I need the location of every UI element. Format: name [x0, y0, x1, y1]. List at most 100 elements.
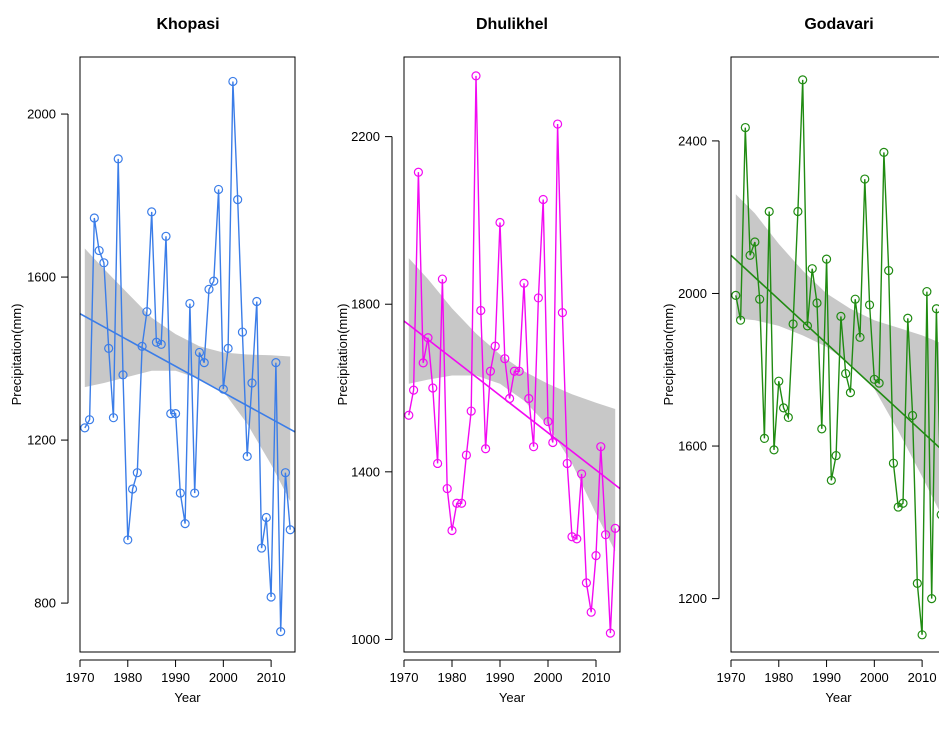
godavari-data-point	[836, 311, 846, 321]
godavari-data-point	[845, 388, 856, 398]
khopasi-y-axis-label: Precipitation(mm)	[9, 304, 24, 406]
godavari-data-point	[841, 368, 851, 379]
godavari-data-point	[874, 378, 884, 388]
godavari-data-point	[764, 206, 774, 217]
dhulikhel-x-tick-label: 1980	[438, 670, 467, 685]
godavari-data-point	[898, 498, 908, 508]
khopasi-data-point	[223, 343, 233, 353]
khopasi-data-point	[280, 468, 291, 478]
godavari-x-axis-label: Year	[825, 690, 852, 705]
dhulikhel-data-point	[495, 217, 505, 228]
dhulikhel-x-tick-label: 1970	[390, 670, 419, 685]
khopasi-data-point	[113, 154, 123, 164]
dhulikhel-data-point	[471, 71, 481, 81]
khopasi-data-point	[151, 337, 162, 347]
godavari-data-point	[907, 410, 918, 421]
khopasi-data-point	[147, 207, 157, 217]
khopasi-data-point	[175, 488, 185, 498]
godavari-data-point	[927, 594, 937, 604]
dhulikhel-data-point	[418, 358, 428, 368]
khopasi-y-tick-label: 2000	[27, 107, 56, 122]
dhulikhel-data-point	[433, 458, 443, 469]
khopasi-x-axis-label: Year	[174, 690, 201, 705]
khopasi-plot-frame	[79, 56, 296, 653]
khopasi-panel: Khopasi 1970 1980 1990 2000 2010 Year 800 1200 16…	[9, 16, 296, 705]
godavari-data-point	[903, 313, 913, 323]
dhulikhel-data-point	[533, 293, 544, 303]
khopasi-x-tick-label: 1980	[113, 670, 142, 685]
dhulikhel-data-point	[442, 483, 452, 494]
godavari-x-tick-label: 1980	[764, 670, 793, 685]
godavari-data-point	[735, 315, 746, 325]
dhulikhel-data-point	[476, 305, 486, 316]
godavari-plot-frame	[730, 56, 939, 653]
khopasi-data-point	[276, 627, 286, 637]
godavari-data-point	[931, 304, 939, 314]
godavari-data-point	[793, 206, 803, 217]
godavari-data-point	[812, 298, 822, 308]
godavari-y-tick-label: 2400	[678, 133, 707, 148]
dhulikhel-data-point	[576, 469, 587, 479]
godavari-data-point	[826, 475, 836, 485]
godavari-data-point	[798, 75, 808, 85]
godavari-data-point	[755, 294, 765, 304]
khopasi-x-tick-label: 2000	[209, 670, 238, 685]
khopasi-data-point	[156, 339, 166, 349]
godavari-data-point	[731, 290, 741, 300]
khopasi-data-point	[89, 213, 99, 223]
khopasi-data-point	[161, 231, 171, 241]
godavari-data-point	[936, 510, 939, 519]
dhulikhel-x-tick-label: 2010	[582, 670, 611, 685]
khopasi-data-point	[247, 378, 257, 388]
dhulikhel-data-point	[567, 532, 577, 542]
khopasi-data-point	[142, 307, 152, 317]
khopasi-data-point	[185, 298, 195, 309]
godavari-data-point	[888, 458, 899, 468]
khopasi-data-point	[237, 327, 248, 337]
dhulikhel-data-point	[466, 406, 476, 416]
godavari-data-point	[860, 174, 870, 184]
khopasi-data-point	[233, 195, 243, 205]
dhulikhel-series-line	[408, 75, 616, 634]
godavari-data-point	[759, 433, 770, 444]
dhulikhel-data-point	[557, 307, 568, 318]
godavari-x-tick-label: 2000	[860, 670, 889, 685]
khopasi-data-point	[166, 408, 176, 419]
dhulikhel-data-point	[610, 523, 620, 533]
godavari-data-point	[778, 403, 789, 413]
dhulikhel-data-point	[461, 450, 471, 460]
godavari-data-point	[912, 578, 922, 588]
dhulikhel-x-axis-label: Year	[499, 690, 526, 705]
dhulikhel-confidence-band	[408, 258, 616, 552]
khopasi-series-line	[84, 81, 291, 632]
dhulikhel-data-point	[562, 458, 572, 469]
godavari-panel: Godavari 1970 1980 1990 2000 2010 Year 1200 1600…	[661, 16, 939, 705]
khopasi-data-point	[252, 296, 262, 307]
dhulikhel-data-point	[509, 366, 520, 376]
dhulikhel-x-tick-label: 2000	[534, 670, 563, 685]
khopasi-data-point	[118, 370, 128, 380]
khopasi-data-point	[194, 347, 205, 358]
khopasi-data-point	[266, 592, 276, 602]
khopasi-data-point	[218, 384, 228, 394]
dhulikhel-panel: Dhulikhel 1970 1980 1990 2000 2010 Year 1000 140…	[335, 16, 621, 705]
dhulikhel-plot-frame	[403, 56, 621, 653]
dhulikhel-data-point	[548, 437, 558, 448]
khopasi-data-point	[213, 184, 224, 195]
khopasi-x-tick-label: 1990	[161, 670, 190, 685]
dhulikhel-data-point	[481, 444, 491, 454]
khopasi-data-point	[127, 484, 138, 494]
khopasi-data-point	[123, 535, 133, 545]
dhulikhel-data-point	[600, 530, 611, 540]
godavari-title: Godavari	[804, 16, 873, 33]
godavari-data-point	[802, 321, 813, 331]
godavari-plot-area	[731, 75, 939, 640]
khopasi-data-point	[132, 468, 142, 478]
dhulikhel-data-point	[490, 341, 500, 351]
godavari-data-point	[740, 122, 750, 133]
khopasi-y-tick-label: 1600	[27, 270, 56, 285]
godavari-data-point	[821, 254, 832, 264]
khopasi-data-point	[99, 258, 109, 268]
khopasi-data-point	[199, 358, 209, 368]
